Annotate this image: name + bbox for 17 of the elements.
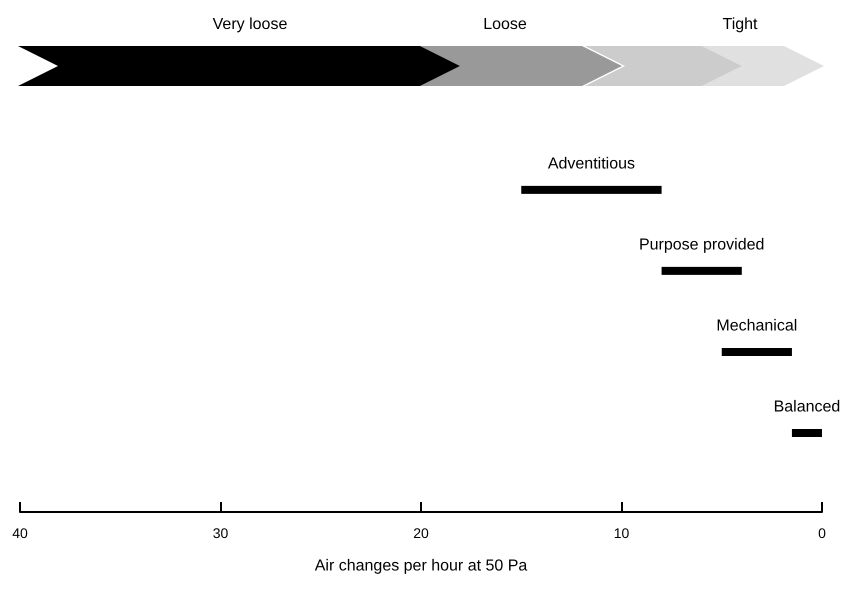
- text: Very loose: [212, 16, 288, 34]
- bar: [792, 428, 822, 437]
- annotation: Purpose provided: [638, 236, 764, 254]
- annotation: Adventitious: [548, 155, 636, 172]
- x-axis-title: Air changes per hour at 50 Pa: [314, 558, 528, 574]
- x-tick-label: 40: [12, 525, 28, 541]
- x-tick-label: 30: [212, 525, 228, 541]
- x-tick-label: 10: [614, 525, 630, 541]
- x-tick-label: 0: [818, 525, 826, 541]
- bar: [662, 266, 742, 275]
- x-tick-label: 20: [413, 525, 429, 541]
- text: Loose: [483, 16, 527, 34]
- bar: [521, 186, 662, 194]
- bar: [722, 348, 792, 356]
- annotation: Balanced: [774, 398, 840, 416]
- text: Tight: [722, 16, 758, 34]
- annotation: Mechanical: [716, 317, 798, 334]
